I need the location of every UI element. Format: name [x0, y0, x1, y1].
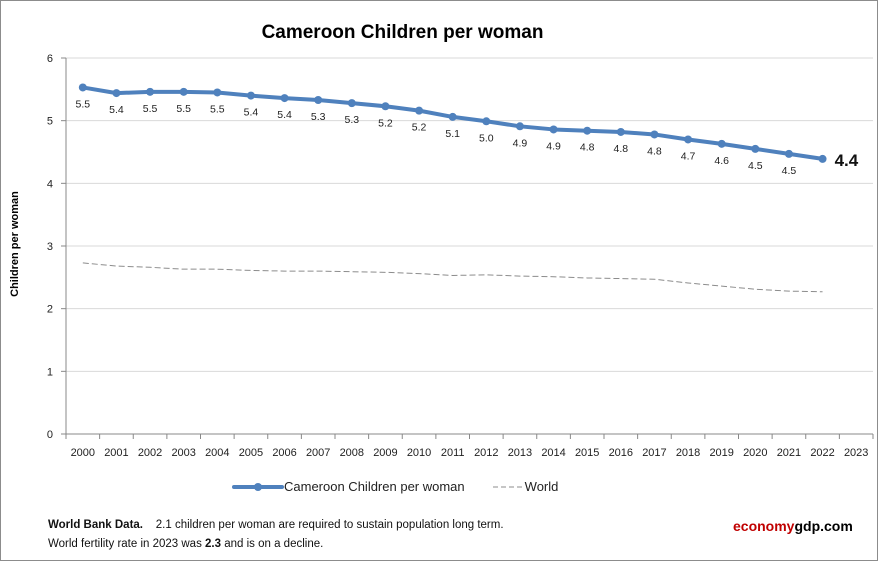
data-label-cameroon: 4.8	[580, 142, 595, 154]
data-point-cameroon	[784, 149, 793, 158]
x-tick-label: 2014	[541, 447, 565, 459]
data-point-cameroon	[347, 99, 356, 108]
data-label-cameroon: 5.4	[277, 109, 292, 121]
data-label-cameroon: 4.6	[714, 155, 729, 167]
data-point-cameroon	[448, 112, 457, 121]
data-point-cameroon	[549, 125, 558, 134]
data-point-cameroon	[381, 102, 390, 111]
data-label-cameroon: 5.1	[445, 128, 460, 140]
chart-title: Cameroon Children per woman	[261, 22, 544, 43]
brand-logo: economygdp.com	[733, 518, 853, 534]
y-tick-label: 4	[47, 178, 53, 190]
x-tick-label: 2011	[441, 447, 465, 459]
x-tick-label: 2020	[743, 447, 767, 459]
x-tick-label: 2000	[71, 447, 95, 459]
x-tick-label: 2023	[844, 447, 868, 459]
series-line-cameroon	[82, 85, 823, 161]
note-line-2-prefix: World fertility rate in 2023 was	[48, 538, 206, 550]
brand-part-2: gdp.com	[794, 518, 853, 534]
data-point-cameroon	[280, 94, 289, 103]
legend-item-world: World	[491, 479, 559, 494]
x-tick-label: 2015	[575, 447, 599, 459]
data-point-cameroon	[482, 117, 491, 126]
data-point-cameroon	[650, 130, 659, 139]
x-tick-label: 2003	[171, 447, 195, 459]
x-tick-label: 2012	[474, 447, 498, 459]
data-label-cameroon: 5.4	[244, 107, 259, 119]
data-label-cameroon: 5.5	[76, 98, 91, 110]
data-label-cameroon: 5.5	[210, 103, 225, 115]
data-point-cameroon	[78, 83, 87, 92]
data-label-cameroon: 4.5	[748, 160, 763, 172]
data-point-cameroon	[717, 139, 726, 148]
data-point-cameroon	[751, 144, 760, 153]
note-line-2-suffix: and is on a decline.	[221, 538, 324, 550]
data-point-cameroon	[616, 127, 625, 136]
legend-label-cameroon: Cameroon Children per woman	[284, 479, 465, 494]
x-tick-label: 2004	[205, 447, 229, 459]
x-tick-label: 2010	[407, 447, 431, 459]
legend-item-cameroon: Cameroon Children per woman	[232, 479, 465, 494]
data-point-cameroon	[179, 87, 188, 96]
x-tick-label: 2001	[104, 447, 128, 459]
y-tick-label: 1	[47, 366, 53, 378]
x-tick-label: 2016	[609, 447, 633, 459]
x-tick-label: 2019	[709, 447, 733, 459]
legend-marker-world	[492, 486, 523, 487]
note-line-2-value: 2.3	[205, 538, 222, 550]
data-label-cameroon: 4.9	[546, 140, 561, 152]
x-tick-label: 2002	[138, 447, 162, 459]
data-point-cameroon	[246, 91, 255, 100]
y-tick-label: 2	[47, 304, 53, 316]
data-label-cameroon: 4.8	[614, 143, 629, 155]
y-tick-label: 5	[47, 116, 53, 128]
data-label-cameroon: 4.8	[647, 145, 662, 157]
data-label-cameroon: 4.9	[513, 137, 528, 149]
data-point-cameroon	[818, 154, 827, 163]
y-tick-label: 3	[47, 241, 53, 253]
data-point-cameroon	[515, 122, 524, 131]
footer-note: World Bank Data. 2.1 children per woman …	[48, 516, 504, 554]
legend-marker-cameroon	[232, 482, 284, 491]
x-tick-label: 2005	[239, 447, 263, 459]
data-label-cameroon: 4.5	[782, 165, 797, 177]
data-point-cameroon	[684, 135, 693, 144]
brand-part-1: economy	[733, 518, 795, 534]
legend: Cameroon Children per woman World	[232, 479, 584, 494]
y-tick-label: 0	[47, 429, 53, 441]
data-label-cameroon: 5.5	[143, 103, 158, 115]
x-tick-label: 2009	[373, 447, 397, 459]
data-label-cameroon: 5.2	[412, 122, 427, 134]
data-label-cameroon: 5.3	[345, 114, 360, 126]
x-tick-label: 2021	[777, 447, 801, 459]
data-label-cameroon: 5.2	[378, 117, 393, 129]
data-label-cameroon: 5.0	[479, 132, 494, 144]
data-point-cameroon	[314, 95, 323, 104]
data-point-cameroon	[112, 89, 121, 98]
x-tick-label: 2007	[306, 447, 330, 459]
data-label-cameroon: 4.7	[681, 150, 696, 162]
series-line-world	[82, 262, 823, 293]
x-tick-label: 2017	[642, 447, 666, 459]
x-tick-label: 2006	[272, 447, 296, 459]
data-point-cameroon	[213, 88, 222, 97]
x-tick-label: 2022	[810, 447, 834, 459]
note-line-1: 2.1 children per woman are required to s…	[155, 519, 504, 531]
data-label-cameroon: 5.3	[311, 111, 326, 123]
data-label-cameroon: 5.4	[109, 104, 124, 116]
x-tick-label: 2018	[676, 447, 700, 459]
x-tick-label: 2008	[340, 447, 364, 459]
source-label: World Bank Data.	[48, 519, 143, 531]
legend-label-world: World	[524, 479, 559, 494]
data-label-cameroon: 5.5	[176, 103, 191, 115]
data-point-cameroon	[146, 87, 155, 96]
data-point-cameroon	[415, 106, 424, 115]
x-tick-label: 2013	[508, 447, 532, 459]
data-point-cameroon	[583, 126, 592, 135]
data-label-cameroon-latest: 4.4	[835, 151, 859, 170]
y-tick-label: 6	[47, 53, 53, 65]
